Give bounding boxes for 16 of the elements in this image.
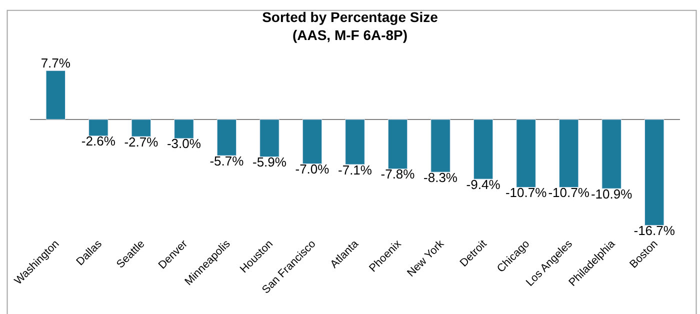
data-label: -7.0% bbox=[295, 162, 330, 177]
data-label: -8.3% bbox=[424, 170, 458, 185]
data-label: -7.1% bbox=[338, 162, 372, 178]
data-label: -2.7% bbox=[124, 134, 159, 150]
data-label: -2.6% bbox=[81, 134, 116, 149]
data-label: -3.0% bbox=[166, 136, 202, 152]
chart-title: Sorted by Percentage Size (AAS, M-F 6A-8P) bbox=[262, 8, 438, 44]
data-label: -16.7% bbox=[634, 223, 676, 238]
data-label: -9.4% bbox=[466, 176, 501, 192]
data-label: -5.9% bbox=[252, 154, 287, 170]
data-label: -10.7% bbox=[505, 185, 548, 200]
data-label: -7.8% bbox=[380, 166, 416, 182]
data-label: 7.7% bbox=[40, 55, 71, 70]
data-label: -10.7% bbox=[548, 185, 590, 200]
data-label: -5.7% bbox=[210, 153, 244, 168]
data-label: -10.9% bbox=[590, 186, 633, 202]
